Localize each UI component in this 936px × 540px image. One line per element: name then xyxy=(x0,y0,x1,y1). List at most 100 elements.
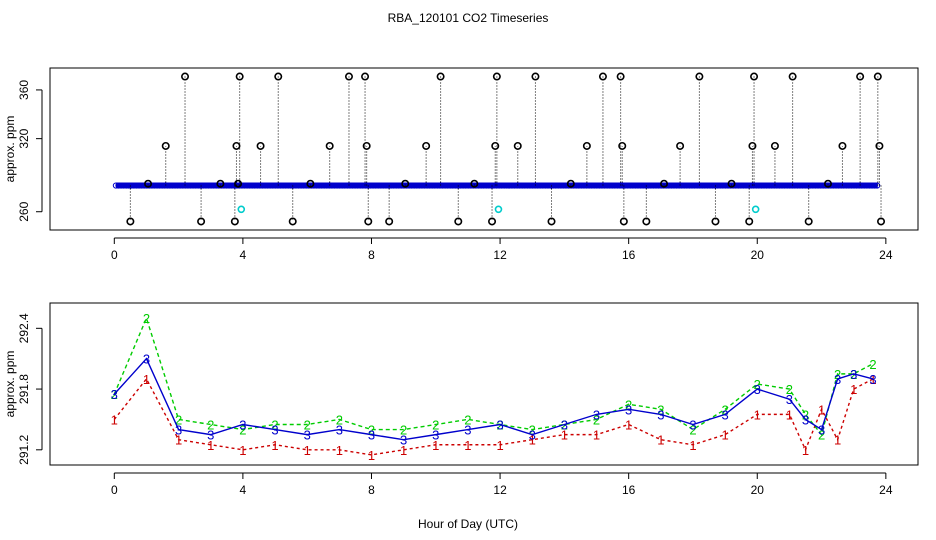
series-marker-1: 1 xyxy=(464,438,471,453)
series-marker-2: 2 xyxy=(721,402,728,417)
series-marker-3: 3 xyxy=(802,412,809,427)
x-tick-label: 0 xyxy=(111,483,118,497)
series-marker-1: 1 xyxy=(368,448,375,463)
series-marker-1: 1 xyxy=(802,443,809,458)
y-tick-label: 360 xyxy=(17,80,31,100)
series-marker-1: 1 xyxy=(689,438,696,453)
outlier-point xyxy=(750,72,759,81)
y-tick-label: 292.4 xyxy=(17,313,31,343)
series-marker-1: 1 xyxy=(561,428,568,443)
outlier-point xyxy=(385,217,394,226)
y-tick-label: 291.2 xyxy=(17,434,31,464)
x-tick-label: 24 xyxy=(879,483,893,497)
x-tick-label: 12 xyxy=(493,483,507,497)
outlier-point xyxy=(823,179,832,188)
series-marker-2: 2 xyxy=(625,397,632,412)
series-marker-2: 2 xyxy=(529,423,536,438)
outlier-point xyxy=(216,179,225,188)
cyan-point xyxy=(494,205,503,214)
series-marker-3: 3 xyxy=(432,428,439,443)
outlier-point xyxy=(144,179,153,188)
chart-title: RBA_120101 CO2 Timeseries xyxy=(388,11,549,25)
outlier-point xyxy=(491,141,500,150)
outlier-point xyxy=(492,72,501,81)
outlier-point xyxy=(727,179,736,188)
outlier-point xyxy=(436,72,445,81)
outlier-point xyxy=(306,179,315,188)
outlier-point xyxy=(642,217,651,226)
outlier-point xyxy=(422,141,431,150)
outlier-point xyxy=(234,179,243,188)
series-marker-1: 1 xyxy=(111,412,118,427)
series-marker-3: 3 xyxy=(818,423,825,438)
outlier-point xyxy=(695,72,704,81)
outlier-point xyxy=(745,217,754,226)
series-marker-2: 2 xyxy=(175,412,182,427)
series-marker-3: 3 xyxy=(721,407,728,422)
outlier-point xyxy=(873,72,882,81)
outlier-point xyxy=(804,217,813,226)
series-marker-2: 2 xyxy=(869,357,876,372)
series-marker-1: 1 xyxy=(818,402,825,417)
series-marker-3: 3 xyxy=(304,428,311,443)
series-marker-1: 1 xyxy=(304,443,311,458)
outlier-point xyxy=(256,141,265,150)
outlier-point xyxy=(875,141,884,150)
series-marker-2: 2 xyxy=(400,423,407,438)
outlier-point xyxy=(126,217,135,226)
outlier-point xyxy=(470,179,479,188)
outlier-point xyxy=(531,72,540,81)
series-marker-3: 3 xyxy=(336,423,343,438)
y-tick-label: 291.8 xyxy=(17,374,31,404)
series-marker-1: 1 xyxy=(593,428,600,443)
series-marker-3: 3 xyxy=(529,428,536,443)
y-axis-label: approx. ppm xyxy=(3,116,17,183)
series-marker-3: 3 xyxy=(561,418,568,433)
series-marker-3: 3 xyxy=(689,418,696,433)
series-marker-1: 1 xyxy=(271,438,278,453)
series-marker-2: 2 xyxy=(786,382,793,397)
series-marker-1: 1 xyxy=(175,433,182,448)
series-marker-3: 3 xyxy=(496,418,503,433)
x-tick-label: 4 xyxy=(240,248,247,262)
outlier-point xyxy=(344,72,353,81)
series-marker-3: 3 xyxy=(754,382,761,397)
series-marker-2: 2 xyxy=(818,428,825,443)
x-tick-label: 8 xyxy=(368,483,375,497)
cyan-point xyxy=(751,205,760,214)
x-tick-label: 16 xyxy=(622,483,636,497)
series-marker-2: 2 xyxy=(834,367,841,382)
outlier-point xyxy=(488,217,497,226)
outlier-point xyxy=(598,72,607,81)
series-marker-3: 3 xyxy=(143,352,150,367)
series-marker-3: 3 xyxy=(111,387,118,402)
outlier-point xyxy=(877,217,886,226)
outlier-point xyxy=(788,72,797,81)
series-marker-1: 1 xyxy=(850,382,857,397)
plot-frame xyxy=(49,67,919,231)
series-marker-2: 2 xyxy=(111,387,118,402)
series-marker-3: 3 xyxy=(368,428,375,443)
series-marker-1: 1 xyxy=(869,372,876,387)
series-line-2 xyxy=(113,316,874,437)
series-marker-1: 1 xyxy=(432,438,439,453)
series-marker-2: 2 xyxy=(432,418,439,433)
series-marker-1: 1 xyxy=(657,433,664,448)
y-tick-label: 260 xyxy=(17,201,31,221)
outlier-point xyxy=(616,72,625,81)
outlier-point xyxy=(362,141,371,150)
outlier-point xyxy=(770,141,779,150)
outlier-point xyxy=(197,217,206,226)
outlier-point xyxy=(325,141,334,150)
series-marker-1: 1 xyxy=(207,438,214,453)
series-marker-3: 3 xyxy=(786,392,793,407)
series-marker-2: 2 xyxy=(143,311,150,326)
outlier-point xyxy=(454,217,463,226)
series-marker-1: 1 xyxy=(239,443,246,458)
series-marker-1: 1 xyxy=(336,443,343,458)
series-marker-2: 2 xyxy=(336,412,343,427)
top-panel: 0 4 8 12 16 20 24 260 320 360 approx. ppm xyxy=(3,67,919,262)
series-marker-3: 3 xyxy=(207,428,214,443)
outlier-point xyxy=(547,217,556,226)
